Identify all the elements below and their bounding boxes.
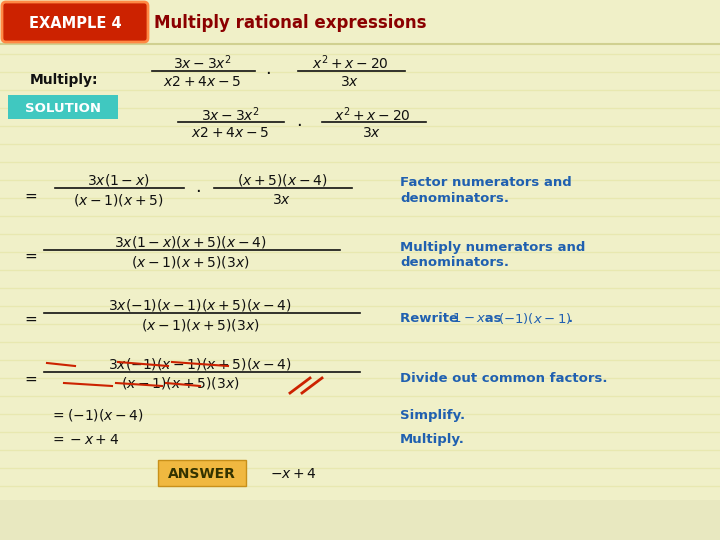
Text: denominators.: denominators. xyxy=(400,256,509,269)
Text: $3x(1-x)$: $3x(1-x)$ xyxy=(86,172,149,188)
Text: Rewrite: Rewrite xyxy=(400,312,463,325)
Text: $3x(-1)(x-1)(x+5)(x-4)$: $3x(-1)(x-1)(x+5)(x-4)$ xyxy=(108,356,292,372)
Text: Multiply rational expressions: Multiply rational expressions xyxy=(154,14,426,32)
Text: $\cdot$: $\cdot$ xyxy=(265,63,271,81)
Text: $3x$: $3x$ xyxy=(362,126,382,140)
Text: $=$: $=$ xyxy=(22,370,38,386)
Text: Multiply numerators and: Multiply numerators and xyxy=(400,240,585,253)
Text: $x^2 + x - 20$: $x^2 + x - 20$ xyxy=(333,106,410,124)
Text: denominators.: denominators. xyxy=(400,192,509,206)
Text: $(x-1)(x+5)(3x)$: $(x-1)(x+5)(3x)$ xyxy=(121,375,239,391)
Text: $x2 + 4x - 5$: $x2 + 4x - 5$ xyxy=(191,126,269,140)
Text: $3x$: $3x$ xyxy=(272,193,292,207)
Text: $(x+5)(x-4)$: $(x+5)(x-4)$ xyxy=(237,172,328,188)
Text: ANSWER: ANSWER xyxy=(168,467,236,481)
Text: $1 - x$: $1 - x$ xyxy=(452,312,487,325)
Text: $(-1)(x-1)$: $(-1)(x-1)$ xyxy=(498,310,572,326)
Text: $\cdot$: $\cdot$ xyxy=(296,115,302,133)
Text: .: . xyxy=(568,312,573,325)
Text: Simplify.: Simplify. xyxy=(400,408,465,422)
Text: Factor numerators and: Factor numerators and xyxy=(400,177,572,190)
Text: EXAMPLE 4: EXAMPLE 4 xyxy=(29,16,121,30)
Text: Multiply.: Multiply. xyxy=(400,434,465,447)
Text: $x^2 + x - 20$: $x^2 + x - 20$ xyxy=(312,53,388,72)
Bar xyxy=(0,0,720,44)
Text: $=$: $=$ xyxy=(22,310,38,326)
Text: as: as xyxy=(480,312,506,325)
Text: $-x + 4$: $-x + 4$ xyxy=(270,467,317,481)
Text: $(x-1)(x+5)(3x)$: $(x-1)(x+5)(3x)$ xyxy=(141,317,259,333)
Bar xyxy=(158,460,246,486)
Text: $=$: $=$ xyxy=(22,247,38,262)
Text: Divide out common factors.: Divide out common factors. xyxy=(400,372,608,384)
Text: Multiply:: Multiply: xyxy=(30,73,99,87)
Text: SOLUTION: SOLUTION xyxy=(25,102,101,114)
Text: $= (-1)(x - 4)$: $= (-1)(x - 4)$ xyxy=(50,407,144,423)
Text: $x2 + 4x - 5$: $x2 + 4x - 5$ xyxy=(163,75,241,89)
Bar xyxy=(8,95,118,119)
Text: $(x-1)(x+5)(3x)$: $(x-1)(x+5)(3x)$ xyxy=(131,254,249,270)
Text: $3x - 3x^2$: $3x - 3x^2$ xyxy=(200,106,259,124)
Text: $=$: $=$ xyxy=(22,187,38,202)
FancyBboxPatch shape xyxy=(2,2,148,42)
Text: $3x - 3x^2$: $3x - 3x^2$ xyxy=(173,53,232,72)
Text: $\cdot$: $\cdot$ xyxy=(195,181,201,199)
Text: $3x(-1)(x-1)(x+5)(x-4)$: $3x(-1)(x-1)(x+5)(x-4)$ xyxy=(108,297,292,313)
Text: $= -x + 4$: $= -x + 4$ xyxy=(50,433,120,447)
Text: $3x(1-x)(x+5)(x-4)$: $3x(1-x)(x+5)(x-4)$ xyxy=(114,234,266,250)
Text: $(x-1)(x+5)$: $(x-1)(x+5)$ xyxy=(73,192,163,208)
Text: $3x$: $3x$ xyxy=(341,75,359,89)
Bar xyxy=(0,500,720,540)
